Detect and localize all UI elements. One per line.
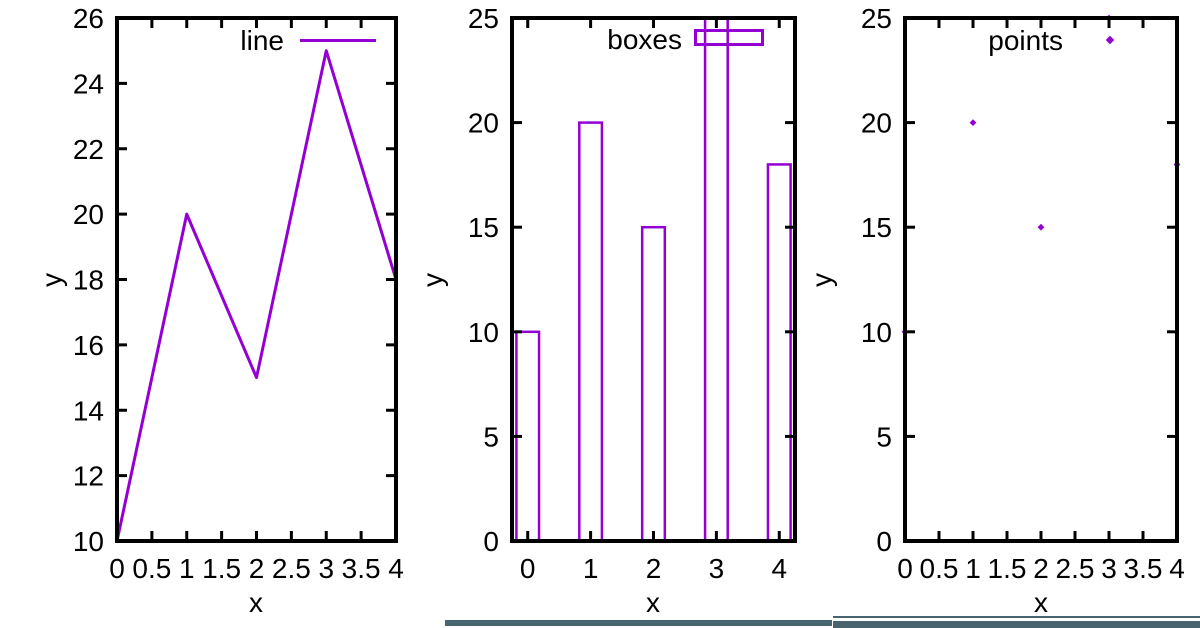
y-tick-label: 10 bbox=[468, 317, 499, 348]
x-tick-label: 1.5 bbox=[202, 553, 241, 584]
x-tick-label: 3 bbox=[318, 553, 334, 584]
y-tick-label: 14 bbox=[73, 395, 104, 426]
x-tick-label: 2 bbox=[249, 553, 265, 584]
y-axis-label-points: y bbox=[806, 273, 837, 287]
legend-label-boxes: boxes bbox=[607, 24, 682, 55]
bar bbox=[640, 225, 667, 543]
y-tick-label: 26 bbox=[73, 3, 104, 34]
x-tick-label: 3.5 bbox=[1124, 553, 1163, 584]
x-tick-label: 1 bbox=[179, 553, 195, 584]
legend-box-sample-icon bbox=[694, 29, 764, 46]
legend-label-points: points bbox=[988, 25, 1063, 56]
x-axis-label-boxes: x bbox=[646, 587, 660, 618]
x-tick-label: 3.5 bbox=[342, 553, 381, 584]
bar bbox=[703, 16, 729, 543]
y-axis-label-line: y bbox=[36, 273, 67, 287]
x-axis-label-line: x bbox=[249, 587, 263, 618]
bottom-underline-right-thin bbox=[833, 616, 1200, 618]
y-tick-label: 10 bbox=[861, 317, 892, 348]
x-axis-label-points: x bbox=[1034, 587, 1048, 618]
y-tick-label: 20 bbox=[73, 199, 104, 230]
y-tick-label: 20 bbox=[861, 108, 892, 139]
y-tick-label: 0 bbox=[876, 526, 892, 557]
y-tick-label: 15 bbox=[861, 212, 892, 243]
x-tick-label: 0.5 bbox=[132, 553, 171, 584]
legend-line-sample-icon bbox=[300, 39, 376, 42]
y-tick-label: 15 bbox=[468, 212, 499, 243]
panel-bar: 0 1 2 3 4 0 5 10 15 20 25 bbox=[468, 3, 797, 584]
y-tick-label: 22 bbox=[73, 134, 104, 165]
plot-border bbox=[903, 16, 1179, 543]
x-tick-label: 4 bbox=[771, 553, 787, 584]
y-tick-label: 18 bbox=[73, 265, 104, 296]
x-tick-label: 0 bbox=[520, 553, 536, 584]
bar bbox=[578, 121, 604, 543]
y-tick-label: 10 bbox=[73, 526, 104, 557]
x-tick-label: 1 bbox=[965, 553, 981, 584]
x-tick-label: 3 bbox=[709, 553, 725, 584]
y-axis-label-boxes: y bbox=[417, 273, 448, 287]
plot-border bbox=[510, 16, 797, 543]
x-tick-label: 4 bbox=[1169, 553, 1185, 584]
x-tick-label: 2.5 bbox=[272, 553, 311, 584]
data-point bbox=[969, 119, 977, 126]
y-tick-label: 16 bbox=[73, 330, 104, 361]
y-tick-label: 25 bbox=[861, 3, 892, 34]
y-tick-label: 20 bbox=[468, 108, 499, 139]
bottom-underline-middle bbox=[445, 620, 832, 626]
x-tick-label: 0.5 bbox=[920, 553, 959, 584]
panel-line: 0 0.5 1 1.5 2 2.5 3 3.5 4 10 12 14 16 18 20 22 24 26 bbox=[73, 3, 404, 584]
x-tick-label: 1 bbox=[583, 553, 599, 584]
data-point bbox=[1037, 223, 1045, 231]
y-tick-label: 5 bbox=[876, 421, 892, 452]
y-tick-label: 25 bbox=[468, 3, 499, 34]
bar bbox=[766, 163, 792, 543]
x-tick-label: 2 bbox=[646, 553, 662, 584]
x-tick-label: 2 bbox=[1033, 553, 1049, 584]
legend-label-line: line bbox=[240, 25, 284, 56]
bottom-underline-right bbox=[833, 621, 1200, 628]
x-tick-label: 0 bbox=[109, 553, 125, 584]
x-tick-label: 2.5 bbox=[1056, 553, 1095, 584]
plot-border bbox=[115, 16, 398, 543]
y-tick-label: 5 bbox=[483, 421, 499, 452]
line-series bbox=[115, 49, 398, 542]
x-tick-label: 0 bbox=[897, 553, 913, 584]
x-tick-label: 1.5 bbox=[988, 553, 1027, 584]
y-tick-label: 12 bbox=[73, 461, 104, 492]
y-tick-label: 0 bbox=[483, 526, 499, 557]
y-tick-label: 24 bbox=[73, 68, 104, 99]
x-tick-label: 3 bbox=[1101, 553, 1117, 584]
x-tick-label: 4 bbox=[388, 553, 404, 584]
